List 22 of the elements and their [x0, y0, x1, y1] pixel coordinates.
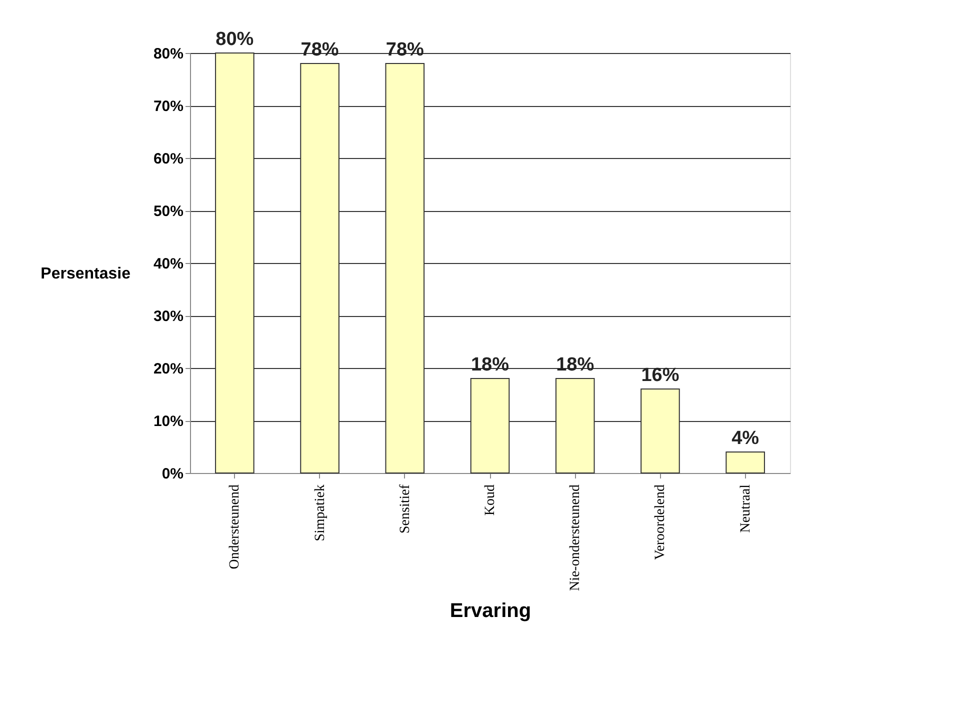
x-tick-label: Ondersteunend: [228, 484, 243, 570]
data-label: 16%: [641, 365, 680, 386]
data-label: 80%: [216, 29, 254, 50]
x-tick-label: Simpatiek: [312, 484, 328, 542]
x-tick-label: Neutraal: [738, 484, 754, 533]
x-tick-label: Koud: [483, 484, 498, 516]
x-tick-label: Sensitief: [398, 484, 413, 534]
y-tick-label: 10%: [153, 413, 184, 430]
y-tick-label: 50%: [153, 203, 184, 220]
x-tick-label: Veroordelend: [653, 484, 668, 560]
y-tick-label: 40%: [153, 256, 184, 272]
bar: [726, 452, 765, 474]
y-tick-label: 30%: [153, 308, 184, 325]
x-axis-title: Ervaring: [450, 600, 532, 622]
y-tick-label: 70%: [153, 98, 184, 115]
y-tick-label: 20%: [153, 360, 184, 378]
y-tick-label: 60%: [153, 150, 184, 168]
data-label: 4%: [732, 428, 760, 449]
x-tick-label: Nie-ondersteunend: [568, 484, 584, 592]
y-tick-label: 80%: [153, 46, 184, 62]
y-axis-title: Persentasie: [40, 266, 131, 282]
y-tick-label: 0%: [162, 466, 184, 482]
